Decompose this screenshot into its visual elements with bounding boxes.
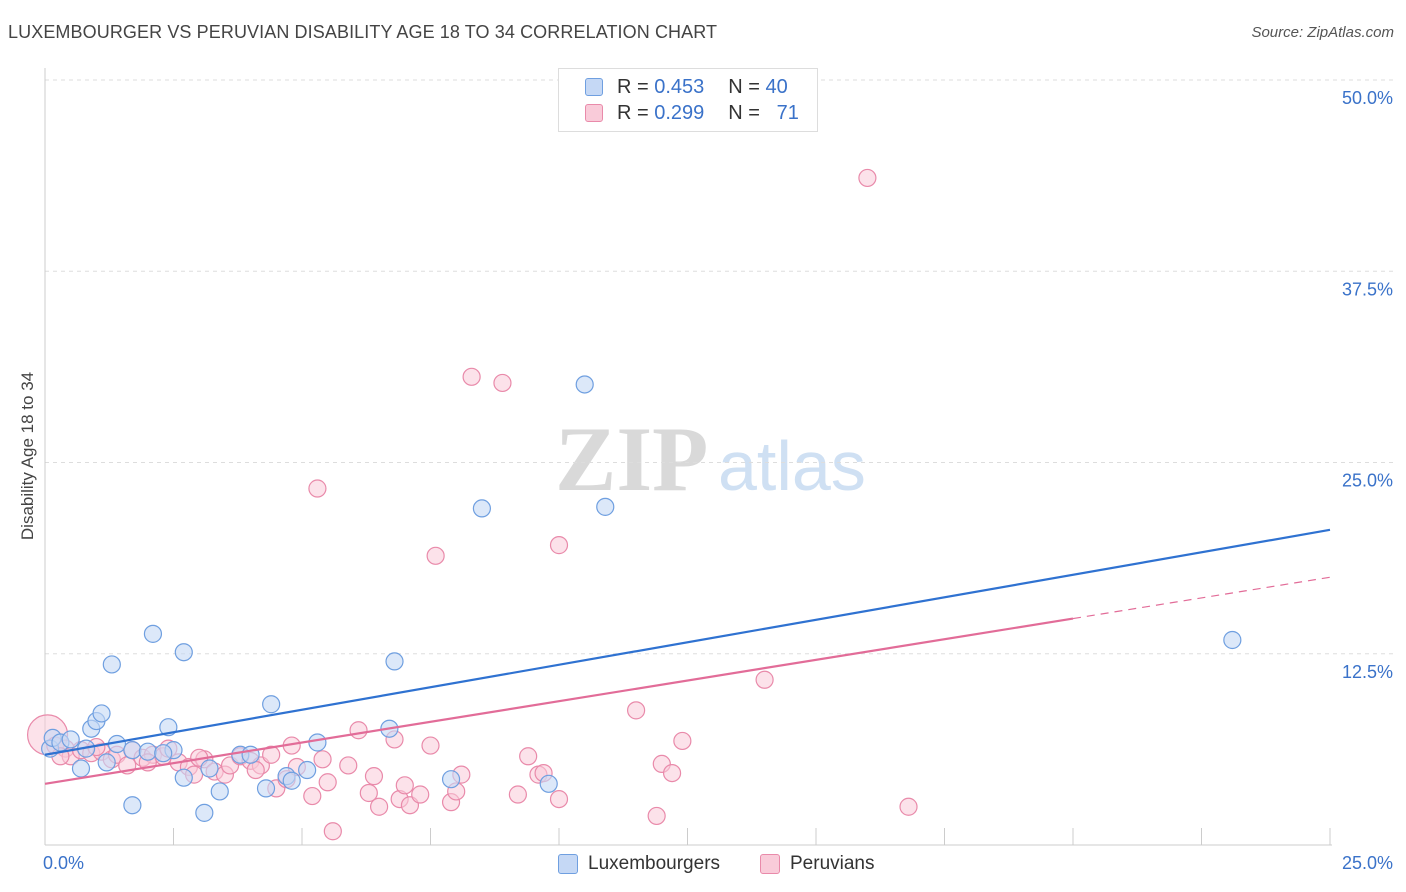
data-point-peruvians [421,736,440,755]
legend-r-value: 0.299 [654,101,705,124]
legend-n-label: N = [728,101,760,124]
data-point-peruvians [426,546,445,565]
bottom-legend-swatch-blue [558,854,578,874]
data-point-peruvians [318,773,337,792]
data-point-peruvians [313,750,332,769]
data-point-luxembourgers [138,742,157,761]
legend-r-label: R = [617,75,649,98]
legend-r-label: R = [617,101,649,124]
data-point-peruvians [308,479,327,498]
x-tick-label: 25.0% [1342,853,1393,873]
data-point-peruvians [359,783,378,803]
data-point-luxembourgers [71,759,91,778]
data-point-peruvians [493,373,512,393]
data-point-peruvians [662,763,682,783]
data-point-luxembourgers [123,796,142,815]
source-label: Source: ZipAtlas.com [1251,24,1394,41]
data-point-luxembourgers [154,744,173,763]
data-point-luxembourgers [174,643,193,662]
bottom-legend-swatch-pink [760,854,780,874]
y-tick-label: 25.0% [1342,471,1393,491]
legend-row-peruvians: R = 0.299 N = 71 [585,101,799,125]
legend-n-value: 71 [776,101,799,124]
data-point-peruvians [519,747,538,766]
bottom-legend-peruvians: Peruvians [760,852,875,876]
data-point-peruvians [755,670,774,689]
data-point-peruvians [262,745,281,764]
data-point-luxembourgers [102,655,121,674]
data-point-luxembourgers [1223,630,1242,650]
y-tick-label: 12.5% [1342,662,1393,682]
trend-line-peruvians [44,617,1074,785]
data-point-peruvians [246,760,265,780]
data-point-peruvians [508,785,527,804]
data-point-luxembourgers [539,774,558,793]
legend-r-value: 0.453 [654,75,705,98]
bottom-legend-label: Peruvians [790,853,875,874]
data-point-peruvians [899,797,918,816]
data-point-luxembourgers [262,695,281,714]
watermark: ZIP atlas [555,408,866,510]
data-point-peruvians [549,789,569,809]
data-point-peruvians [395,776,414,795]
legend-row-luxembourgers: R = 0.453 N = 40 [585,75,788,99]
watermark-zip: ZIP [555,408,708,510]
data-point-peruvians [349,721,368,740]
data-point-peruvians [549,536,569,555]
data-point-luxembourgers [256,779,276,798]
bottom-legend-luxembourgers: Luxembourgers [558,852,720,876]
data-point-luxembourgers [97,753,116,772]
y-tick-label: 37.5% [1342,279,1393,299]
data-point-luxembourgers [143,624,163,643]
legend-swatch-blue [585,78,603,96]
data-point-luxembourgers [472,499,491,518]
data-point-peruvians [673,731,692,751]
data-point-peruvians [858,168,877,188]
data-point-peruvians [462,367,481,386]
trend-line-peruvians-extension [1072,576,1331,620]
data-point-peruvians [647,806,666,826]
legend-n-label: N = [728,75,760,98]
data-point-peruvians [364,767,384,786]
data-point-luxembourgers [308,733,327,752]
trend-line-luxembourgers [44,528,1331,756]
data-point-luxembourgers [441,770,461,789]
y-tick-label: 50.0% [1342,88,1393,108]
data-point-luxembourgers [210,782,229,801]
data-point-luxembourgers [61,730,80,749]
data-point-luxembourgers [174,768,193,787]
data-point-peruvians [303,786,322,806]
data-point-luxembourgers [596,497,615,516]
legend-n-value: 40 [765,75,788,98]
data-point-peruvians [411,785,430,804]
data-point-peruvians [626,701,646,720]
chart-title: LUXEMBOURGER VS PERUVIAN DISABILITY AGE … [8,22,718,42]
data-point-peruvians [370,797,389,816]
data-point-luxembourgers [385,652,404,671]
legend-swatch-pink [585,104,603,122]
data-point-luxembourgers [298,760,317,780]
watermark-atlas: atlas [718,427,866,505]
data-point-luxembourgers [123,741,142,760]
data-point-luxembourgers [282,771,301,790]
bottom-legend-label: Luxembourgers [588,853,721,874]
data-point-peruvians [339,756,358,775]
data-point-luxembourgers [92,704,111,723]
x-tick-label: 0.0% [43,853,84,873]
data-point-luxembourgers [200,759,219,778]
data-point-luxembourgers [575,375,594,394]
data-point-luxembourgers [195,803,214,822]
data-point-peruvians [323,822,342,841]
legend-box: R = 0.453 N = 40 R = 0.299 N = 71 [558,68,818,132]
